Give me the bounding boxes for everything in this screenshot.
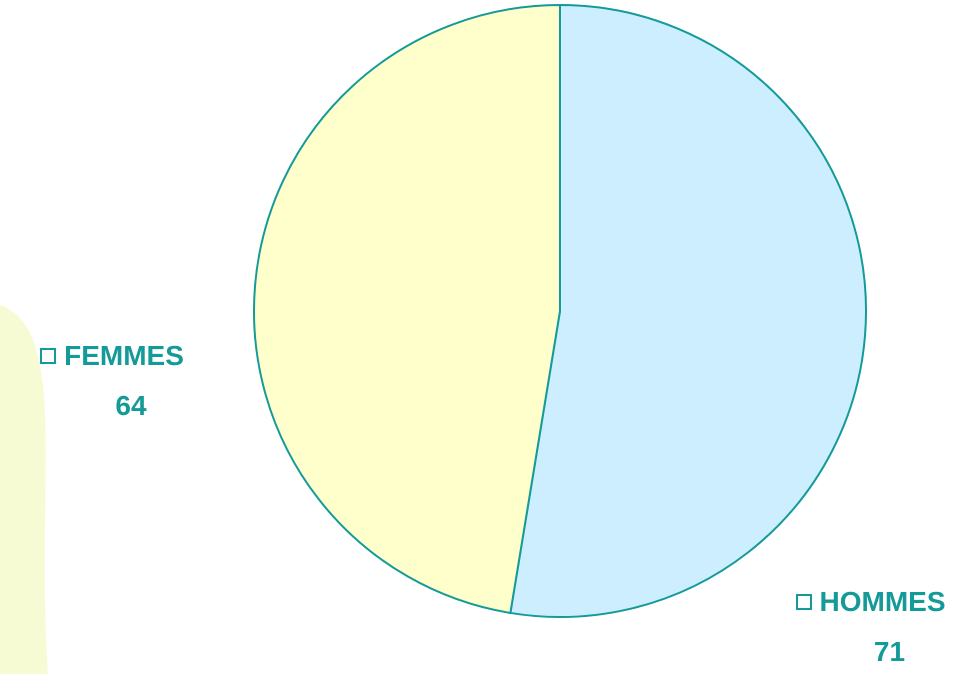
background-arc [0, 305, 48, 674]
hommes-value: 71 [873, 636, 906, 667]
hommes-name: HOMMES [819, 586, 946, 617]
hommes-label: HOMMES 71 [768, 586, 973, 668]
pie-slice-hommes [509, 3, 867, 618]
femmes-value: 64 [115, 390, 147, 421]
hommes-legend-square-icon [795, 594, 812, 610]
femmes-legend-square-icon [40, 348, 57, 364]
femmes-label: FEMMES 64 [12, 340, 212, 422]
pie-slice-femmes [253, 3, 561, 615]
femmes-name: FEMMES [64, 340, 184, 371]
